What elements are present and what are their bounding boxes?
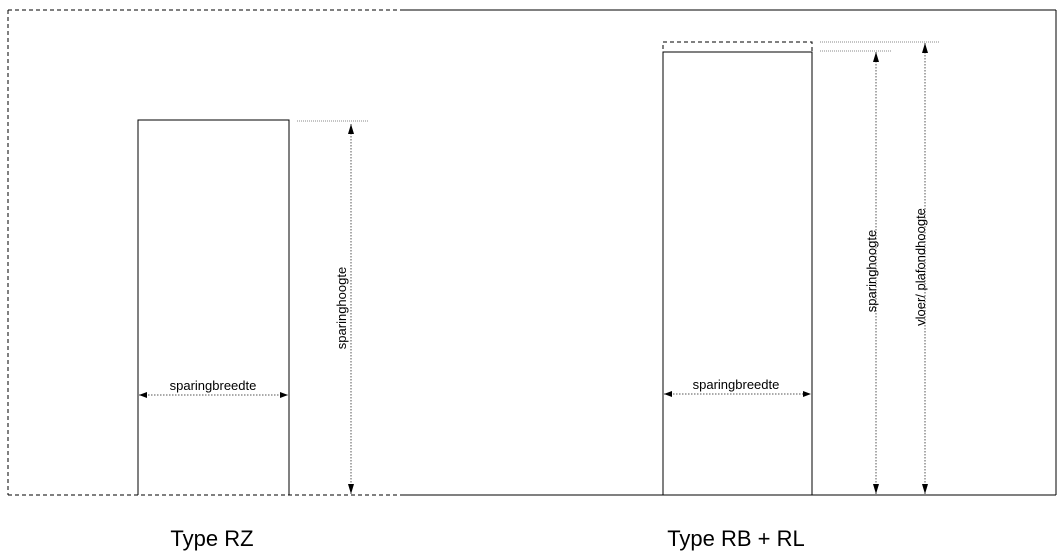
rb-floor-ceiling-arrow-top	[922, 43, 928, 53]
type-rb-rl-title: Type RB + RL	[667, 526, 805, 551]
rb-height-label: sparinghoogte	[864, 230, 879, 312]
rz-width-arrow-right	[280, 392, 288, 398]
rz-height-arrow-top	[348, 124, 354, 134]
rz-opening-rect	[137, 119, 290, 495]
rb-width-arrow-right	[803, 391, 811, 397]
rb-height-arrow-top	[873, 52, 879, 62]
wall-outline	[7, 9, 1057, 496]
rz-width-arrow-left	[139, 392, 147, 398]
rz-height-label: sparinghoogte	[334, 267, 349, 349]
rb-outer-frame-dashed	[662, 41, 813, 496]
rz-width-label: sparingbreedte	[170, 378, 257, 393]
rb-opening-rect	[662, 51, 813, 495]
rz-height-arrow-bottom	[348, 484, 354, 494]
rb-floor-ceiling-arrow-bottom	[922, 484, 928, 494]
type-rz-group: sparingbreedte sparinghoogte Type RZ	[137, 119, 368, 551]
rb-width-label: sparingbreedte	[693, 377, 780, 392]
rb-floor-ceiling-label: vloer/ plafondhoogte	[913, 208, 928, 326]
type-rz-title: Type RZ	[170, 526, 253, 551]
type-rb-rl-group: sparingbreedte sparinghoogte vloer/ plaf…	[662, 41, 940, 551]
rb-width-arrow-left	[664, 391, 672, 397]
rb-height-arrow-bottom	[873, 484, 879, 494]
